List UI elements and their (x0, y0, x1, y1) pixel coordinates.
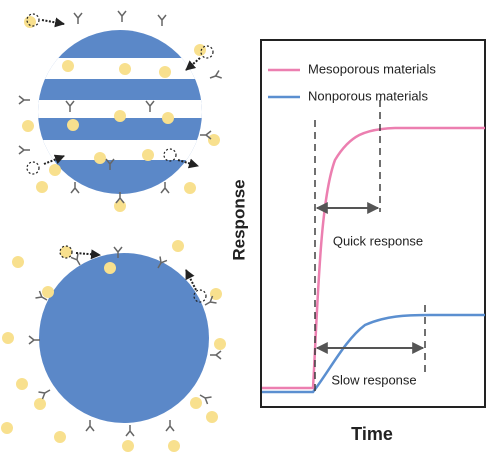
empty-site (163, 148, 177, 162)
analyte (172, 240, 184, 252)
mesoporous-curve (262, 126, 485, 390)
analyte (122, 440, 134, 452)
antibody (199, 394, 212, 405)
legend-label: Mesoporous materials (308, 61, 436, 76)
antibody (35, 290, 48, 301)
analyte (206, 411, 218, 423)
antibody (165, 420, 175, 432)
analyte (42, 286, 54, 298)
analyte (34, 398, 46, 410)
antibody (157, 14, 167, 26)
empty-site (193, 289, 207, 303)
binding-arrow (75, 249, 101, 260)
antibody (73, 12, 83, 24)
antibody (113, 246, 123, 258)
binding-arrow (43, 154, 65, 165)
binding-arrow (41, 17, 65, 28)
antibody (70, 253, 81, 266)
analyte (94, 152, 106, 164)
y-axis-label: Response (229, 179, 248, 260)
analyte (184, 182, 196, 194)
binding-arrow (185, 57, 201, 71)
analyte (62, 60, 74, 72)
antibody (38, 389, 51, 400)
antibody (210, 350, 222, 360)
analyte (162, 112, 174, 124)
analyte (36, 181, 48, 193)
nonporous-curve (262, 313, 485, 394)
analyte (208, 134, 220, 146)
empty-site (200, 45, 214, 59)
analyte (114, 200, 126, 212)
analyte (114, 110, 126, 122)
antibody (65, 100, 75, 112)
antibody (117, 10, 127, 22)
analyte (104, 262, 116, 274)
empty-site (26, 161, 40, 175)
legend-label: Nonporous materials (308, 88, 428, 103)
analyte (119, 63, 131, 75)
response-chart: Mesoporous materials Nonporous materials… (229, 39, 486, 444)
plot-frame (260, 39, 486, 408)
analyte (67, 119, 79, 131)
analyte (22, 120, 34, 132)
analyte (194, 44, 206, 56)
antibody (157, 256, 168, 269)
antibody (115, 192, 125, 204)
annotation: Slow response (331, 372, 416, 387)
analyte (54, 431, 66, 443)
antibody (18, 145, 30, 155)
empty-site (59, 245, 73, 259)
analyte (49, 164, 61, 176)
analyte (2, 332, 14, 344)
antibody (209, 70, 222, 79)
nonporous-particle (39, 253, 209, 423)
antibody (204, 295, 217, 306)
antibody (160, 182, 170, 194)
analyte (1, 422, 13, 434)
antibody (70, 182, 80, 194)
pore-channels (38, 58, 202, 160)
antibody (85, 420, 95, 432)
analyte (16, 378, 28, 390)
analyte (142, 149, 154, 161)
analyte (168, 440, 180, 452)
antibody (28, 335, 40, 345)
antibody (18, 95, 30, 105)
binding-arrow (185, 269, 197, 291)
antibody (145, 100, 155, 112)
analyte (190, 397, 202, 409)
particles (1, 10, 226, 452)
analyte (24, 16, 36, 28)
analyte (60, 246, 72, 258)
empty-site (26, 13, 40, 27)
analyte (159, 66, 171, 78)
antibody (105, 158, 115, 170)
analyte (12, 256, 24, 268)
x-axis-label: Time (351, 424, 393, 444)
annotation: Quick response (333, 233, 423, 248)
analyte (210, 288, 222, 300)
antibody (200, 130, 212, 140)
antibody (125, 425, 135, 437)
analyte (214, 338, 226, 350)
